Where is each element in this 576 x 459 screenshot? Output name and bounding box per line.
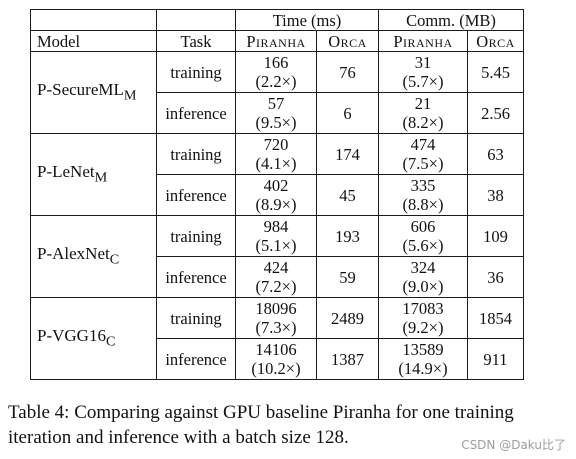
comm-piranha-cell: 13589 (14.9×)	[378, 338, 468, 380]
comm-piranha-cell: 21 (8.2×)	[378, 92, 468, 134]
task-cell: inference	[156, 338, 236, 380]
time-piranha-cell: 720 (4.1×)	[235, 133, 317, 175]
model-cell: P-LeNetM	[30, 133, 157, 216]
comm-group-header: Comm. (MB)	[378, 9, 524, 31]
comm-piranha-cell: 17083 (9.2×)	[378, 297, 468, 339]
model-cell: P-VGG16C	[30, 297, 157, 380]
time-orca-cell: 174	[316, 133, 379, 175]
task-cell: training	[156, 215, 236, 257]
task-cell: training	[156, 51, 236, 93]
comm-orca-cell: 911	[467, 338, 524, 380]
task-cell: inference	[156, 92, 236, 134]
time-piranha-cell: 166 (2.2×)	[235, 51, 317, 93]
comm-orca-cell: 109	[467, 215, 524, 257]
results-table: Time (ms) Comm. (MB) Model Task Piranha …	[30, 9, 524, 380]
time-orca-cell: 1387	[316, 338, 379, 380]
time-orca-cell: 6	[316, 92, 379, 134]
table-row: P-AlexNetC training 984 (5.1×) 193 606 (5.…	[30, 215, 524, 298]
task-cell: training	[156, 133, 236, 175]
comm-orca-header: Orca	[467, 30, 524, 52]
time-orca-cell: 59	[316, 256, 379, 298]
comm-orca-cell: 1854	[467, 297, 524, 339]
comm-piranha-cell: 335 (8.8×)	[378, 174, 468, 216]
model-cell: P-SecureMLM	[30, 51, 157, 134]
time-piranha-cell: 57 (9.5×)	[235, 92, 317, 134]
table-row: P-VGG16C training 18096 (7.3×) 2489 17083…	[30, 297, 524, 380]
time-orca-header: Orca	[316, 30, 379, 52]
comm-piranha-cell: 31 (5.7×)	[378, 51, 468, 93]
comm-orca-cell: 38	[467, 174, 524, 216]
comm-orca-cell: 2.56	[467, 92, 524, 134]
time-orca-cell: 2489	[316, 297, 379, 339]
time-orca-cell: 76	[316, 51, 379, 93]
time-piranha-cell: 402 (8.9×)	[235, 174, 317, 216]
comm-piranha-cell: 474 (7.5×)	[378, 133, 468, 175]
time-piranha-cell: 14106 (10.2×)	[235, 338, 317, 380]
empty-header-cell	[156, 9, 236, 31]
time-piranha-cell: 18096 (7.3×)	[235, 297, 317, 339]
time-orca-cell: 193	[316, 215, 379, 257]
empty-header-cell	[30, 9, 157, 31]
time-group-header: Time (ms)	[235, 9, 379, 31]
time-piranha-cell: 984 (5.1×)	[235, 215, 317, 257]
column-header-row: Model Task Piranha Orca Piranha Orca	[30, 30, 524, 52]
task-cell: training	[156, 297, 236, 339]
time-orca-cell: 45	[316, 174, 379, 216]
table-row: inference 424 (7.2×) 59 324 (9.0×) 36	[31, 256, 524, 298]
time-piranha-cell: 424 (7.2×)	[235, 256, 317, 298]
comm-piranha-cell: 324 (9.0×)	[378, 256, 468, 298]
time-piranha-header: Piranha	[235, 30, 317, 52]
model-column-header: Model	[30, 30, 157, 52]
watermark: CSDN @Daku比了	[461, 438, 566, 452]
comm-piranha-cell: 606 (5.6×)	[378, 215, 468, 257]
comm-orca-cell: 5.45	[467, 51, 524, 93]
group-header-row: Time (ms) Comm. (MB)	[30, 9, 524, 31]
comm-orca-cell: 63	[467, 133, 524, 175]
comm-orca-cell: 36	[467, 256, 524, 298]
table-row: inference 14106 (10.2×) 1387 13589 (14.9×)…	[31, 338, 524, 380]
table-caption: Table 4: Comparing against GPU baseline …	[8, 402, 514, 448]
model-cell: P-AlexNetC	[30, 215, 157, 298]
table-row: inference 57 (9.5×) 6 21 (8.2×) 2.56	[31, 92, 524, 134]
table-row: P-LeNetM training 720 (4.1×) 174 474 (7.5×…	[30, 133, 524, 216]
task-cell: inference	[156, 174, 236, 216]
comm-piranha-header: Piranha	[378, 30, 468, 52]
task-cell: inference	[156, 256, 236, 298]
task-column-header: Task	[156, 30, 236, 52]
table-row: P-SecureMLM training 166 (2.2×) 76 31 (5.7…	[30, 51, 524, 134]
